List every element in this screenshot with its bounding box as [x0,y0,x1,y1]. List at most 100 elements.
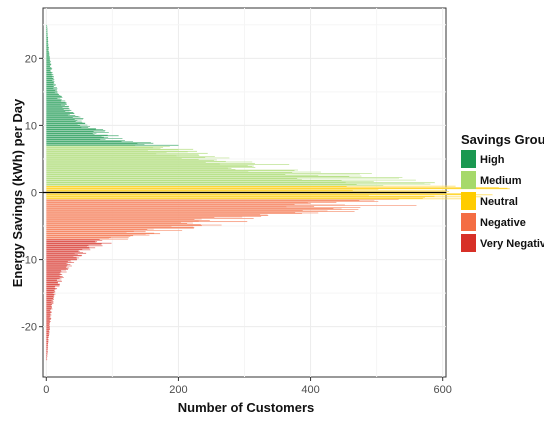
histogram-bar [46,58,50,60]
histogram-bar [46,338,49,340]
histogram-bar [46,248,90,249]
histogram-bar [46,243,102,245]
histogram-bar [46,144,145,145]
histogram-bar [46,74,54,76]
histogram-bar [46,242,96,243]
histogram-bar [46,159,217,161]
histogram-bar [46,35,48,37]
histogram-bar [46,254,78,255]
histogram-bar [46,134,95,135]
histogram-bar [46,28,48,29]
histogram-bar [46,145,136,147]
histogram-bar [46,256,77,258]
histogram-bar [46,68,53,70]
histogram-bar [46,313,51,315]
histogram-bar [46,329,50,331]
histogram-bar [46,239,100,241]
histogram-bar [46,153,157,155]
histogram-bar [46,214,268,216]
histogram-bar [46,278,58,280]
histogram-bar [46,151,188,153]
histogram-bar [46,226,194,228]
histogram-bar [46,285,60,287]
histogram-bar [46,49,49,51]
histogram-bar [46,307,52,308]
histogram-bar [46,47,49,49]
histogram-bar [46,305,51,306]
histogram-bar [46,358,48,359]
histogram-bar [46,339,49,341]
histogram-bar [46,333,49,335]
histogram-bar [46,287,56,289]
histogram-bar [46,299,52,301]
histogram-bar [46,278,60,280]
histogram-bar [46,202,308,204]
histogram-bar [46,89,56,91]
histogram-bar [46,199,360,201]
histogram-bar [46,56,50,58]
histogram-bar [46,213,303,215]
histogram-bar [46,104,61,106]
histogram-bar [46,85,56,86]
histogram-bar [46,84,57,86]
histogram-bar [46,173,360,175]
histogram-bar [46,26,48,28]
histogram-bar [46,197,423,199]
histogram-bar [46,123,78,125]
histogram-bar [46,294,55,296]
histogram-bar [46,42,48,43]
histogram-bar [46,227,195,229]
histogram-bar [46,154,199,156]
histogram-bar [46,127,89,129]
histogram-bar [46,282,59,284]
y-tick-label: -20 [21,322,37,334]
histogram-bar [46,349,48,351]
histogram-bar [46,29,48,31]
histogram-bar [46,346,49,348]
histogram-bar [46,274,60,276]
histogram-bar [46,184,357,186]
histogram-bar [46,158,182,160]
histogram-bar [46,310,51,312]
histogram-bar [46,195,369,196]
histogram-bar [46,118,83,120]
histogram-bar [46,144,179,146]
histogram-bar [46,197,426,198]
histogram-bar [46,75,53,77]
histogram-bar [46,24,47,26]
histogram-bar [46,169,299,171]
histogram-bar [46,262,75,264]
histogram-bar [46,272,61,274]
histogram-bar [46,119,75,121]
histogram-bar [46,203,295,205]
histogram-bar [46,322,50,324]
histogram-bar [46,359,48,361]
histogram-bar [46,132,109,133]
histogram-bar [46,215,262,217]
histogram-bar [46,46,49,47]
histogram-bar [46,171,322,173]
histogram-bar [46,138,101,140]
histogram-bar [46,303,53,305]
histogram-bar [46,334,50,336]
histogram-bar [46,64,52,66]
histogram-bar [46,148,194,150]
histogram-bar [46,217,215,219]
histogram-bar [46,183,431,185]
histogram-bar [46,205,315,207]
histogram-bar [46,102,67,104]
histogram-bar [46,67,51,69]
histogram-bar [46,170,249,172]
histogram-bar [46,225,172,227]
y-tick-label: 20 [25,53,37,65]
histogram-bar [46,156,215,158]
histogram-bar [46,106,69,108]
histogram-bar [46,206,287,208]
histogram-bar [46,267,70,269]
histogram-bar [46,87,57,88]
histogram-bar [46,28,48,30]
histogram-bar [46,255,82,257]
histogram-bar [46,230,134,232]
histogram-bar [46,225,202,227]
histogram-bar [46,94,59,96]
